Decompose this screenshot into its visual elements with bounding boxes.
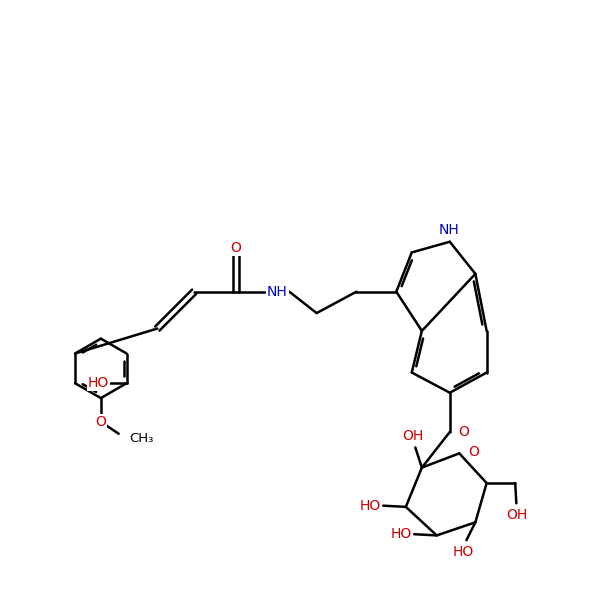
Text: OH: OH [506,508,527,522]
Text: CH₃: CH₃ [130,432,154,445]
Text: NH: NH [438,223,459,237]
Text: OH: OH [403,428,424,443]
Text: O: O [95,415,106,429]
Text: HO: HO [88,376,109,390]
Text: O: O [230,241,241,254]
Text: HO: HO [360,499,382,512]
Text: NH: NH [267,284,288,299]
Text: HO: HO [391,527,412,541]
Text: O: O [468,445,479,459]
Text: HO: HO [453,545,474,559]
Text: O: O [458,425,469,439]
